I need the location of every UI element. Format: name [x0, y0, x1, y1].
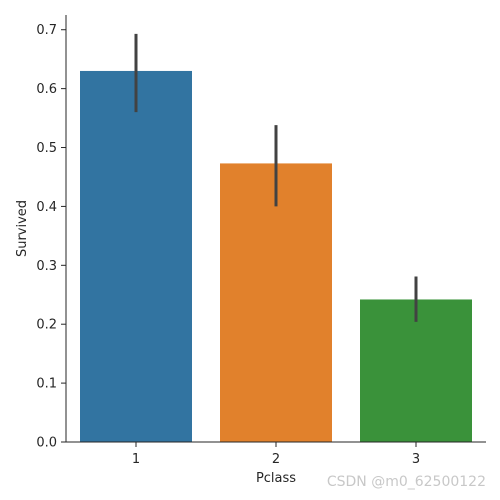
error-bars-group — [134, 33, 418, 322]
y-tick-label-0.1: 0.1 — [36, 377, 57, 392]
x-axis-title: Pclass — [256, 471, 296, 486]
bar-2 — [220, 163, 332, 442]
y-tick-label-0.2: 0.2 — [36, 318, 57, 333]
y-tick-label-0.5: 0.5 — [36, 141, 57, 156]
x-ticks-group: 1 2 3 — [132, 442, 420, 467]
bar-1 — [80, 70, 192, 442]
y-ticks-group: 0.0 0.1 0.2 0.3 0.4 0.5 0.6 0.7 — [36, 23, 66, 451]
y-tick-label-0.7: 0.7 — [36, 23, 57, 38]
x-tick-label-1: 1 — [132, 452, 140, 467]
y-axis-title: Survived — [15, 200, 30, 257]
y-tick-label-0.0: 0.0 — [36, 436, 57, 451]
y-tick-label-0.6: 0.6 — [36, 82, 57, 97]
watermark: CSDN @m0_62500122 — [326, 474, 486, 490]
bars-group — [80, 70, 472, 442]
bar-3 — [360, 299, 472, 442]
x-tick-label-3: 3 — [412, 452, 420, 467]
x-tick-label-2: 2 — [272, 452, 280, 467]
y-tick-label-0.3: 0.3 — [36, 259, 57, 274]
y-tick-label-0.4: 0.4 — [36, 200, 57, 215]
